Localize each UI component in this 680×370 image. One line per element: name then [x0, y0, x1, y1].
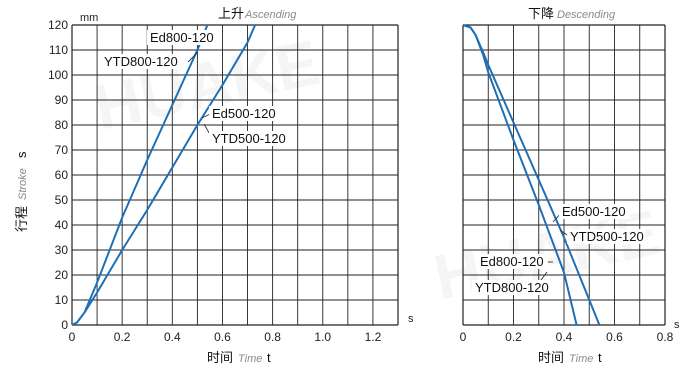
- y-tick-label: 110: [49, 43, 68, 57]
- x-axis-title-en: Time: [569, 353, 593, 365]
- x-tick-label: 0: [460, 330, 467, 344]
- x-axis-title-en: Time: [238, 353, 262, 365]
- x-axis-title-cn: 时间: [207, 350, 233, 365]
- x-tick-label: 1.0: [314, 330, 331, 344]
- x-tick-label: 0.6: [214, 330, 231, 344]
- series-label: Ed800-120: [150, 30, 214, 45]
- series-label-background: [147, 30, 218, 45]
- series-label-background: [209, 131, 287, 146]
- series-label-background: [209, 106, 280, 121]
- x-tick-label: 0.4: [164, 330, 181, 344]
- series-labels: Ed800-120 YTD800-120 Ed500-120 YTD500-120 Ed…: [101, 30, 645, 295]
- y-tick-label: 80: [55, 118, 69, 132]
- x-unit-label-right: s: [674, 319, 680, 331]
- x-axis-title-symbol: t: [598, 350, 602, 365]
- x-tick-label: 0.2: [114, 330, 131, 344]
- series-label: YTD800-120: [475, 280, 549, 295]
- series-label: YTD500-120: [570, 229, 644, 244]
- x-axis-title-symbol: t: [267, 350, 271, 365]
- y-tick-label: 0: [61, 318, 68, 332]
- chart-marks: 0 0.2 0.4 0.6 0.8 1.0 1.2 0 10 20 30 40 50 60 70 80 90 10…: [48, 18, 674, 344]
- watermark-layer: HUAKE HUAKE: [88, 26, 666, 314]
- series-label: Ed500-120: [212, 106, 276, 121]
- ascending-plot: 0 0.2 0.4 0.6 0.8 1.0 1.2 0 10 20 30 40 50 60 70 80 90 10…: [48, 18, 399, 344]
- series-line: [462, 24, 578, 326]
- x-tick-label: 0.6: [606, 330, 623, 344]
- series-label-background: [567, 229, 645, 244]
- descending-title-cn: 下降: [528, 7, 554, 22]
- x-unit-label-left: s: [408, 313, 414, 325]
- y-tick-label: 70: [55, 143, 69, 157]
- x-tick-label: 0.4: [556, 330, 573, 344]
- x-axis-title-left: 时间 Time t: [207, 350, 271, 365]
- x-tick-label: 0.2: [505, 330, 522, 344]
- y-axis-title: 行程 Stroke s: [14, 151, 29, 232]
- ascending-panel: 上升 Ascending mm s 行程 Stroke s 时间 Time t: [14, 7, 414, 365]
- x-tick-label: 1.2: [365, 330, 382, 344]
- x-axis-title-cn: 时间: [538, 350, 564, 365]
- series-label-leader: [187, 51, 199, 63]
- y-tick-label: 50: [55, 193, 69, 207]
- descending-title-en: Descending: [557, 9, 616, 21]
- series-label: Ed500-120: [562, 204, 626, 219]
- series-label: YTD500-120: [212, 131, 286, 146]
- x-tick-label: 0.8: [264, 330, 281, 344]
- y-tick-label: 30: [55, 243, 69, 257]
- x-tick-label: 0: [69, 330, 76, 344]
- series-label: Ed800-120: [480, 254, 544, 269]
- series-label-background: [477, 254, 548, 269]
- y-tick-label: 100: [48, 68, 68, 82]
- series-label-leader: [201, 113, 211, 119]
- series-line: [71, 24, 256, 326]
- ascending-title-en: Ascending: [244, 9, 297, 21]
- descending-plot: 0 0.2 0.4 0.6 0.8: [460, 24, 674, 344]
- y-axis-title-cn: 行程: [14, 206, 29, 232]
- y-unit-label: mm: [80, 12, 98, 24]
- y-tick-label: 20: [55, 268, 69, 282]
- series-label-background: [472, 280, 550, 295]
- y-tick-label: 40: [55, 218, 69, 232]
- ascending-title-cn: 上升: [218, 7, 244, 22]
- x-axis-title-right: 时间 Time t: [538, 350, 602, 365]
- y-tick-label: 10: [55, 293, 69, 307]
- y-axis-title-symbol: s: [14, 151, 29, 158]
- y-tick-label: 120: [48, 18, 68, 32]
- y-tick-label: 60: [55, 168, 69, 182]
- x-tick-label: 0.8: [657, 330, 674, 344]
- series-label: YTD800-120: [104, 54, 178, 69]
- y-tick-label: 90: [55, 93, 69, 107]
- descending-panel: 下降 Descending s 时间 Time t: [528, 7, 680, 365]
- series-label-background: [559, 204, 630, 219]
- series-label-background: [101, 54, 179, 69]
- y-axis-title-en: Stroke: [17, 168, 29, 200]
